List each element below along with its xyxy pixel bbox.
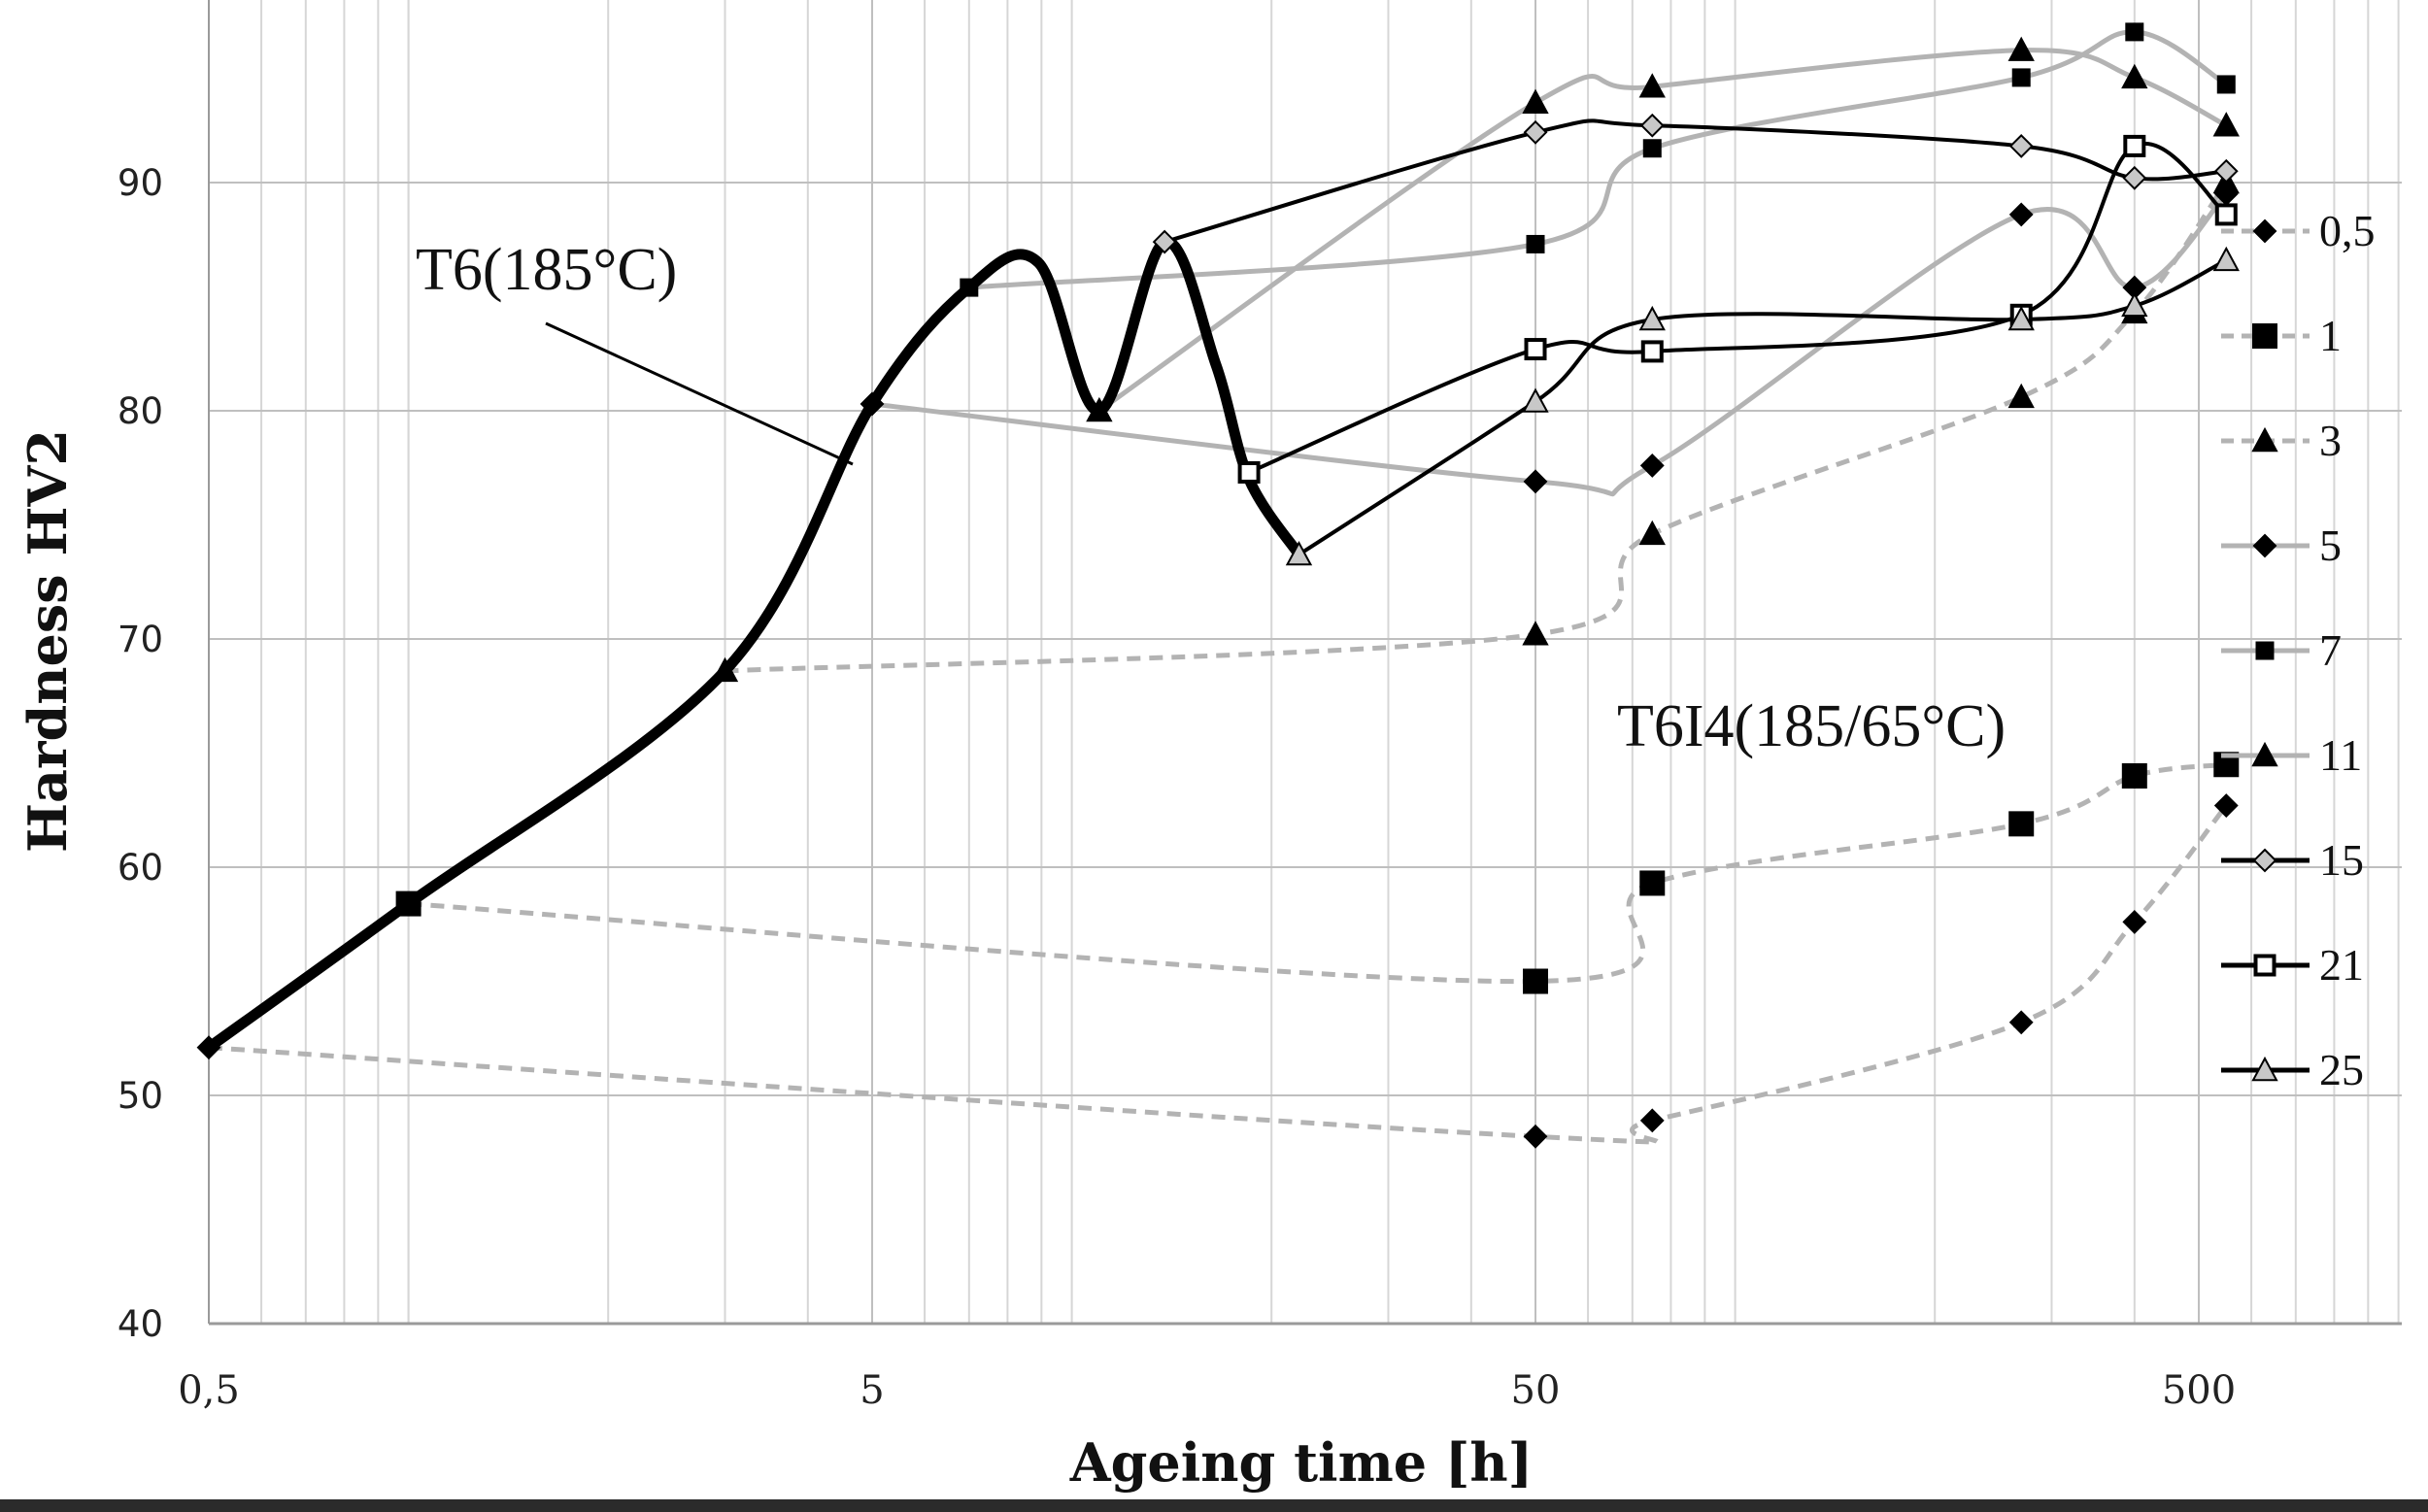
legend-label: 0,5 <box>2319 206 2376 255</box>
data-point-5 <box>1523 469 1548 494</box>
legend-label: 15 <box>2319 835 2364 885</box>
y-tick-labels: 40 50 60 70 80 90 <box>118 162 163 1345</box>
grid <box>208 0 2402 1326</box>
t6-point-11 <box>1086 396 1113 422</box>
data-point-3 <box>1522 621 1549 646</box>
marker-layer <box>196 22 2240 1149</box>
legend-label: 11 <box>2319 730 2362 780</box>
data-point-15 <box>1523 119 1548 145</box>
data-point-5 <box>2008 202 2034 227</box>
legend-swatch-marker <box>2252 848 2277 873</box>
y-tick-label: 90 <box>118 162 163 204</box>
data-point-1 <box>2121 763 2147 789</box>
annotation-t6: T6(185°C) <box>416 237 677 303</box>
data-point-11 <box>2007 36 2035 61</box>
data-point-21 <box>1524 338 1547 361</box>
data-point-15 <box>1639 113 1665 138</box>
series-layer <box>208 29 2229 1145</box>
t6-point-21 <box>1237 460 1261 484</box>
legend-label: 1 <box>2319 311 2342 360</box>
y-tick-label: 50 <box>118 1075 163 1117</box>
data-point-21 <box>1640 340 1664 363</box>
series-line-15 <box>1163 118 2227 245</box>
y-tick-label: 80 <box>118 390 163 432</box>
t6-point-1 <box>395 890 422 917</box>
data-point-7 <box>2216 75 2236 94</box>
x-tick-label: 0,5 <box>178 1368 240 1413</box>
data-point-3 <box>2007 383 2035 409</box>
data-point-1 <box>2008 811 2035 837</box>
legend-swatch-marker <box>2251 426 2278 453</box>
data-point-15 <box>2213 158 2239 184</box>
t6-point-15 <box>1152 229 1177 254</box>
x-axis-title: Ageing time [h] <box>1069 1431 1533 1494</box>
data-point-1 <box>1523 968 1548 994</box>
data-point-3 <box>1638 520 1666 546</box>
series-line-3 <box>725 181 2229 674</box>
t6-layer <box>203 236 1304 1054</box>
series-line-21 <box>1248 142 2228 475</box>
data-point-25 <box>2121 291 2148 318</box>
series-line-5 <box>871 192 2229 497</box>
legend-swatch-marker <box>2253 954 2276 977</box>
x-tick-label: 50 <box>1511 1368 1561 1413</box>
series-line-11 <box>1097 48 2228 414</box>
data-point-11 <box>2121 63 2148 89</box>
legend-swatch-marker <box>2255 641 2275 660</box>
t6-point-25 <box>1285 540 1313 566</box>
legend-swatch-marker <box>2251 1056 2278 1082</box>
data-point-0-5 <box>1639 1108 1665 1133</box>
t6-point-7 <box>960 278 979 297</box>
legend-label: 7 <box>2319 625 2342 675</box>
legend-swatch-marker <box>2251 741 2278 767</box>
data-point-7 <box>1642 139 1662 158</box>
legend-label: 3 <box>2319 416 2342 465</box>
data-point-0-5 <box>2122 909 2147 934</box>
y-tick-label: 40 <box>118 1303 163 1345</box>
legend-swatch-marker <box>2252 218 2277 244</box>
y-axis-title: Hardness HV2 <box>17 429 79 853</box>
legend-label: 21 <box>2319 940 2364 990</box>
data-point-25 <box>2212 246 2240 272</box>
y-tick-label: 70 <box>118 619 163 660</box>
data-point-0-5 <box>1523 1124 1548 1149</box>
data-point-11 <box>1638 73 1666 98</box>
data-point-21 <box>2123 134 2146 157</box>
bottom-border <box>0 1499 2428 1512</box>
data-point-5 <box>1639 453 1665 478</box>
data-point-11 <box>1522 88 1549 114</box>
data-point-21 <box>2214 203 2238 226</box>
t6-point-0-5 <box>196 1035 221 1060</box>
legend-swatch-marker <box>2252 533 2277 558</box>
t6-point-5 <box>860 391 885 417</box>
y-tick-label: 60 <box>118 847 163 889</box>
series-line-1 <box>408 761 2227 985</box>
data-point-7 <box>2125 22 2144 42</box>
x-tick-labels: 0,5 5 50 500 <box>178 1368 2236 1413</box>
legend-label: 5 <box>2319 521 2342 570</box>
data-point-15 <box>2122 165 2147 190</box>
series-line-25 <box>1298 258 2228 556</box>
data-point-0-5 <box>2008 1010 2034 1035</box>
data-point-25 <box>1522 387 1549 413</box>
legend: 0,5 1 3 5 7 11 15 21 25 <box>2221 206 2376 1094</box>
x-tick-label: 5 <box>860 1368 884 1413</box>
data-point-25 <box>2007 305 2035 331</box>
data-point-25 <box>1638 305 1666 331</box>
annotation-t6i4: T6I4(185/65°C) <box>1617 693 2006 759</box>
legend-swatch-marker <box>2252 323 2277 349</box>
annotation-leader-line <box>545 321 854 466</box>
data-point-0-5 <box>2213 793 2239 818</box>
data-point-11 <box>2212 112 2240 137</box>
x-tick-label: 500 <box>2162 1368 2236 1413</box>
data-point-7 <box>2011 68 2031 87</box>
data-point-7 <box>1526 234 1545 253</box>
t6-curve-line <box>203 236 1304 1054</box>
data-point-15 <box>2008 133 2034 158</box>
legend-label: 25 <box>2319 1045 2364 1094</box>
data-point-1 <box>1639 870 1666 896</box>
t6-point-3 <box>711 656 739 683</box>
series-line-0-5 <box>208 804 2229 1145</box>
